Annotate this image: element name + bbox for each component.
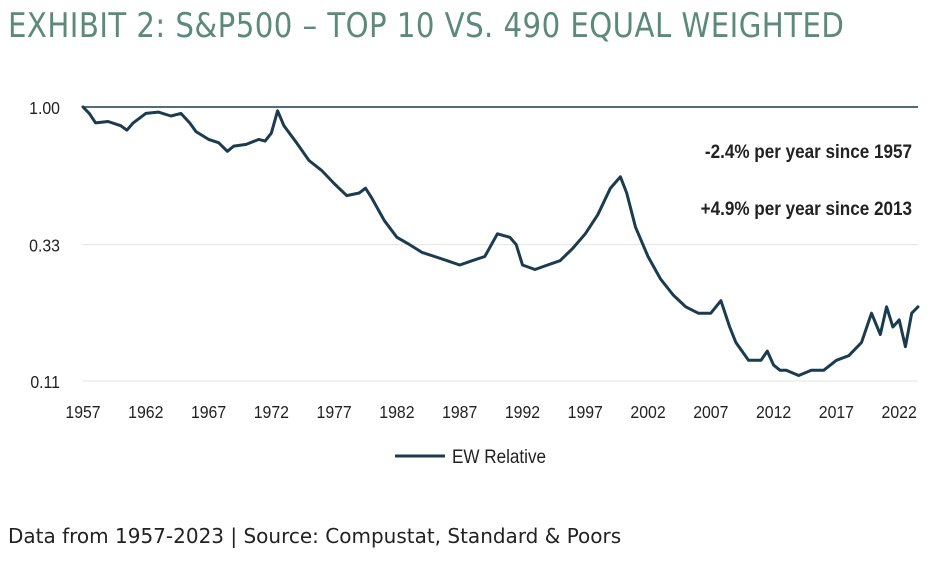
x-tick-label: 2007: [693, 402, 728, 422]
source-note: Data from 1957-2023 | Source: Compustat,…: [8, 524, 622, 548]
x-tick-label: 1997: [568, 402, 603, 422]
series-line-ew-relative: [81, 105, 920, 377]
x-tick-label: 2017: [819, 402, 854, 422]
annotation: +4.9% per year since 2013: [701, 198, 912, 219]
legend-label: EW Relative: [452, 446, 546, 467]
chart-title: EXHIBIT 2: S&P500 – TOP 10 VS. 490 EQUAL…: [8, 6, 845, 46]
x-tick-label: 2012: [756, 402, 791, 422]
x-tick-label: 1982: [379, 402, 414, 422]
x-tick-label: 1977: [317, 402, 352, 422]
y-tick-label: 0.11: [30, 372, 60, 392]
x-tick-label: 1992: [505, 402, 540, 422]
x-tick-label: 1967: [191, 402, 226, 422]
x-tick-label: 1957: [65, 402, 100, 422]
y-tick-label: 0.33: [29, 236, 60, 256]
y-tick-label: 1.00: [29, 98, 60, 118]
x-tick-label: 1972: [254, 402, 289, 422]
x-tick-label: 2022: [882, 402, 917, 422]
x-tick-label: 1962: [128, 402, 163, 422]
x-tick-label: 1987: [442, 402, 477, 422]
annotation: -2.4% per year since 1957: [705, 141, 912, 162]
x-tick-label: 2002: [630, 402, 665, 422]
